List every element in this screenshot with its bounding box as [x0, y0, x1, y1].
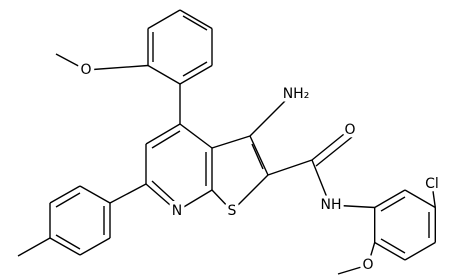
atom-label: NH₂ [283, 86, 310, 102]
atom-label: O [362, 257, 373, 273]
atom-label: NH [321, 197, 342, 213]
atom-label: N [172, 203, 182, 219]
atom-label: O [344, 122, 355, 138]
atom-label: O [80, 62, 91, 78]
atom-label: Cl [425, 176, 439, 192]
atom-labels: O NH₂ O Cl N S NH O [77, 59, 442, 277]
atom-label: S [228, 203, 237, 219]
bonds [17, 9, 436, 275]
